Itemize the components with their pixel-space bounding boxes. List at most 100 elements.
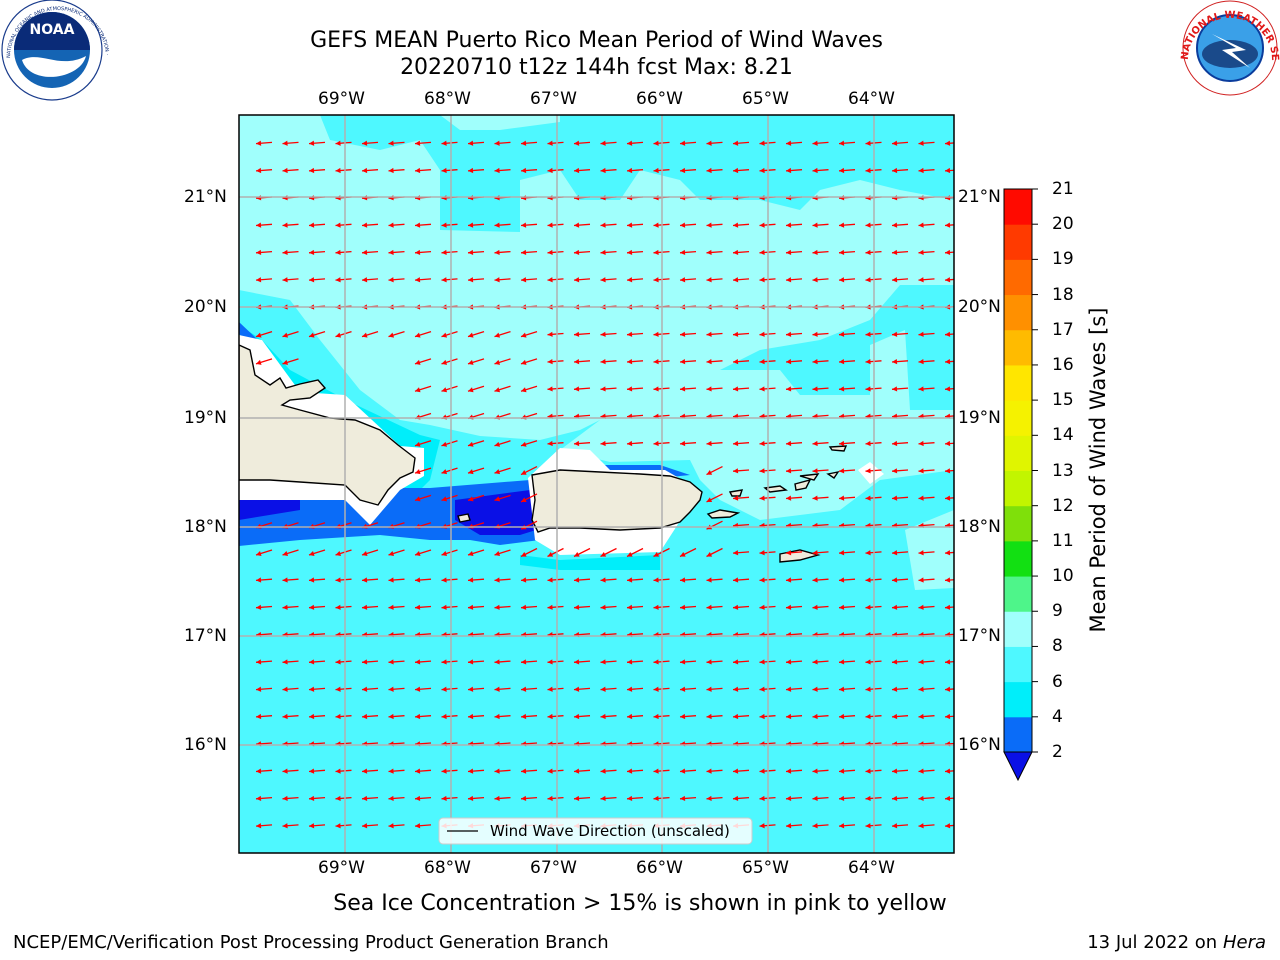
lon-label-bottom: 66°W (636, 858, 683, 878)
wind-wave-arrow (626, 604, 644, 610)
wind-wave-arrow (600, 659, 617, 665)
lon-label-bottom: 64°W (848, 858, 895, 878)
colorbar-band (1004, 259, 1032, 296)
wind-wave-arrow (441, 467, 458, 475)
wind-wave-arrow (891, 577, 909, 583)
wind-wave-arrow (494, 249, 511, 256)
wind-wave-arrow (706, 359, 723, 365)
wind-wave-arrow (282, 249, 299, 256)
wind-wave-arrow (520, 659, 538, 665)
wind-wave-arrow (388, 768, 405, 774)
wind-wave-arrow (944, 713, 954, 720)
wind-wave-arrow (838, 440, 856, 447)
wind-wave-arrow (361, 277, 379, 283)
wind-wave-arrow (706, 222, 723, 228)
wind-wave-arrow (626, 440, 644, 447)
wind-wave-arrow (494, 140, 511, 146)
wind-wave-arrow (679, 768, 697, 774)
wind-wave-arrow (891, 659, 909, 665)
wind-wave-arrow (944, 249, 954, 256)
wind-wave-arrow (918, 550, 935, 556)
wind-wave-arrow (467, 494, 485, 502)
wind-wave-arrow (626, 359, 644, 365)
wind-wave-arrow (918, 795, 935, 802)
wind-wave-arrow (600, 140, 617, 146)
wind-wave-arrow (441, 277, 458, 283)
wind-wave-arrow (441, 167, 458, 174)
wind-wave-arrow (944, 604, 954, 610)
wind-wave-arrow (414, 577, 432, 583)
wind-wave-arrow (255, 140, 273, 146)
wind-wave-arrow (679, 713, 697, 720)
wind-wave-arrow (600, 795, 617, 802)
wind-wave-arrow (388, 222, 405, 228)
wind-wave-arrow (732, 468, 750, 474)
wind-wave-arrow (573, 277, 591, 283)
colorbar-band (1004, 540, 1032, 577)
wind-wave-arrow (600, 249, 617, 256)
wind-wave-arrow (467, 768, 485, 774)
wind-wave-arrow (626, 222, 644, 228)
wind-wave-arrow (308, 768, 326, 774)
wind-wave-arrow (785, 550, 803, 556)
wind-wave-arrow (388, 795, 405, 802)
wind-wave-arrow (441, 385, 458, 393)
lat-label-right: 21°N (958, 187, 1001, 207)
wind-wave-arrow (388, 167, 405, 174)
wind-wave-arrow (520, 330, 538, 338)
map-frame (238, 114, 955, 854)
wind-wave-arrow (388, 277, 405, 283)
wind-wave-arrow (626, 713, 644, 720)
wind-wave-arrow (918, 686, 935, 692)
wind-wave-arrow (308, 686, 326, 692)
wind-wave-arrow (785, 359, 803, 365)
wind-wave-arrow (388, 713, 405, 720)
wind-wave-arrow (838, 768, 856, 774)
colorbar-band (1004, 611, 1032, 647)
wind-wave-arrow (918, 249, 935, 256)
wind-wave-arrow (706, 140, 723, 146)
wind-wave-arrow (520, 358, 538, 365)
wind-wave-arrow (918, 386, 935, 392)
colorbar-tick-label: 10 (1052, 566, 1074, 587)
wind-wave-arrow (600, 440, 617, 447)
wind-wave-arrow (626, 686, 644, 692)
wind-wave-arrow (785, 140, 803, 146)
lat-label-right: 18°N (958, 517, 1001, 537)
wind-wave-arrow (573, 547, 591, 558)
colorbar-tick-label: 2 (1052, 742, 1063, 762)
wind-wave-arrow (441, 795, 458, 802)
wind-wave-arrow (679, 795, 697, 802)
wind-wave-arrow (573, 795, 591, 802)
wind-wave-arrow (494, 222, 511, 228)
wind-wave-arrow (335, 330, 352, 338)
wind-wave-arrow (812, 359, 829, 365)
wind-wave-arrow (891, 468, 909, 474)
wind-wave-arrow (467, 604, 485, 610)
wind-wave-arrow (520, 440, 538, 447)
wind-wave-arrow (838, 249, 856, 256)
wind-wave-arrow (944, 468, 954, 474)
colorbar-tick-label: 21 (1052, 179, 1074, 199)
colorbar (1003, 188, 1038, 782)
map-area[interactable] (239, 115, 961, 853)
lat-label-right: 17°N (958, 626, 1001, 646)
wind-wave-arrow (838, 795, 856, 802)
wind-wave-arrow (361, 222, 379, 228)
wind-wave-arrow (679, 331, 697, 337)
wind-wave-arrow (626, 386, 644, 392)
wind-wave-arrow (467, 222, 485, 228)
wind-wave-arrow (573, 440, 591, 447)
wind-wave-arrow (282, 768, 299, 774)
wind-wave-arrow (732, 604, 750, 610)
wind-wave-arrow (520, 604, 538, 610)
wind-wave-arrow (785, 468, 803, 474)
wind-wave-arrow (732, 713, 750, 720)
wind-wave-arrow (414, 140, 432, 146)
colorbar-tick-label: 20 (1052, 214, 1074, 235)
wind-wave-arrow (812, 713, 829, 720)
wind-wave-arrow (626, 577, 644, 583)
wind-wave-arrow (308, 659, 326, 665)
wind-wave-arrow (918, 440, 935, 447)
